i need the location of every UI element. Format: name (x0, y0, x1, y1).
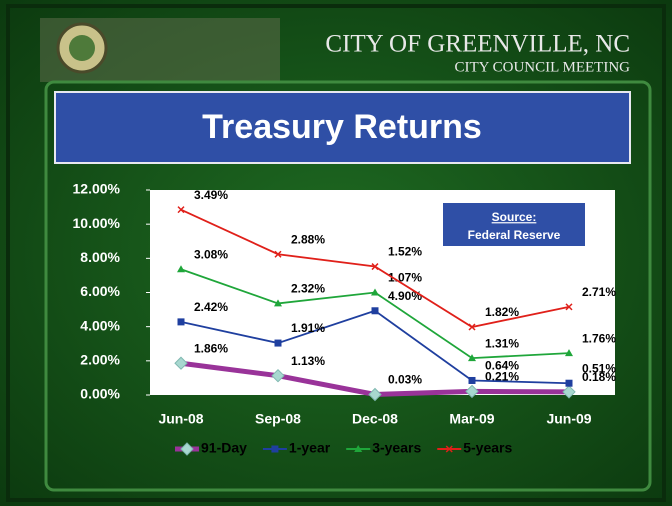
y-tick-label: 2.00% (80, 352, 120, 368)
y-tick-label: 6.00% (80, 283, 120, 299)
chart-title: Treasury Returns (202, 108, 482, 146)
source-heading: Source: (492, 210, 537, 224)
y-tick-label: 0.00% (80, 386, 120, 402)
point (178, 318, 185, 325)
slide: CITY OF GREENVILLE, NC CITY COUNCIL MEET… (0, 0, 672, 506)
meeting-name: CITY COUNCIL MEETING (454, 59, 630, 75)
data-label: 1.91% (291, 321, 325, 335)
y-tick-label: 12.00% (73, 181, 121, 197)
data-label: 1.31% (485, 336, 519, 350)
data-label: 2.71% (582, 285, 616, 299)
data-label: 3.49% (194, 188, 228, 202)
y-tick-label: 10.00% (73, 215, 121, 231)
legend-label: 91-Day (201, 440, 247, 456)
city-name: CITY OF GREENVILLE, NC (325, 31, 630, 58)
x-tick-label: Dec-08 (352, 411, 398, 427)
data-label: 1.52% (388, 245, 422, 259)
x-tick-label: Sep-08 (255, 411, 301, 427)
data-label: 0.64% (485, 359, 519, 373)
data-label: 1.13% (291, 354, 325, 368)
point (271, 446, 278, 453)
data-label: 1.82% (485, 305, 519, 319)
legend-label: 1-year (289, 440, 331, 456)
data-label: 1.76% (582, 331, 616, 345)
point (566, 380, 573, 387)
data-label: 2.42% (194, 300, 228, 314)
y-tick-label: 8.00% (80, 249, 120, 265)
legend-label: 5-years (463, 440, 512, 456)
y-tick-label: 4.00% (80, 317, 120, 333)
data-label: 4.90% (388, 289, 422, 303)
data-label: 1.86% (194, 341, 228, 355)
data-label: 3.08% (194, 247, 228, 261)
source-text: Federal Reserve (468, 228, 561, 242)
data-label: 0.03% (388, 373, 422, 387)
x-tick-label: Jun-09 (546, 411, 591, 427)
data-label: 2.32% (291, 282, 325, 296)
page: {"header": {"city": "CITY OF GREENVILLE,… (0, 0, 672, 506)
data-label: 0.51% (582, 361, 616, 375)
point (275, 340, 282, 347)
x-tick-label: Mar-09 (449, 411, 494, 427)
point (372, 307, 379, 314)
legend-label: 3-years (372, 440, 421, 456)
point (469, 377, 476, 384)
city-seal-center (69, 35, 95, 61)
x-tick-label: Jun-08 (158, 411, 203, 427)
data-label: 2.88% (291, 232, 325, 246)
